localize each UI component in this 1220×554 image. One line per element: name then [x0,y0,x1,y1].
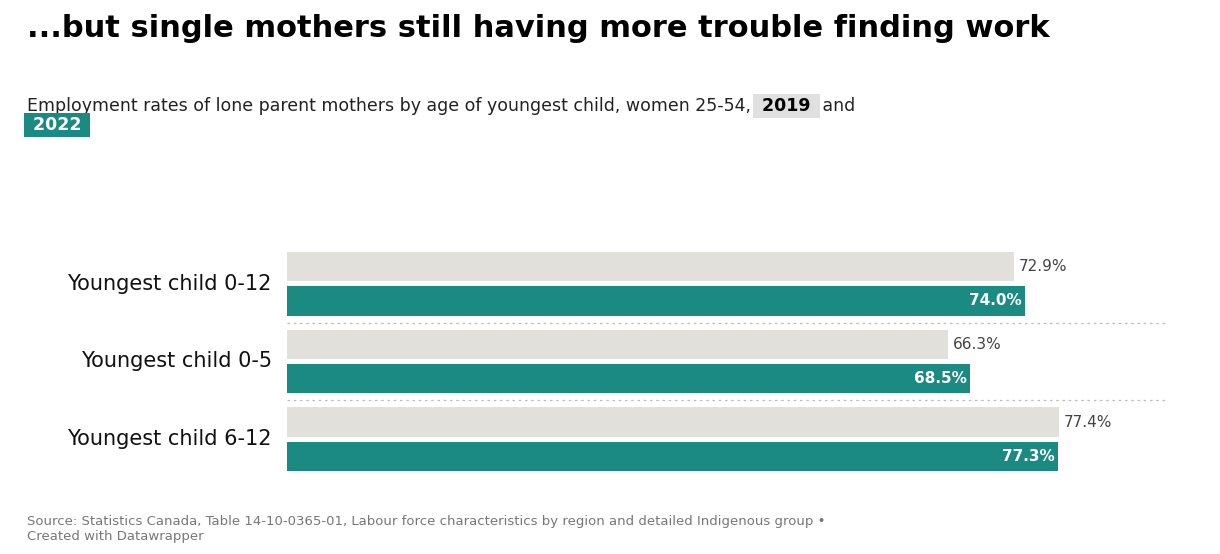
Text: 74.0%: 74.0% [969,294,1021,309]
Text: 66.3%: 66.3% [953,337,1002,352]
Text: ...but single mothers still having more trouble finding work: ...but single mothers still having more … [27,14,1049,43]
Bar [287,442,1058,471]
Bar [287,407,1059,437]
Text: Source: Statistics Canada, Table 14-10-0365-01, Labour force characteristics by : Source: Statistics Canada, Table 14-10-0… [27,515,826,543]
Text: and: and [817,97,855,115]
Bar [287,252,1014,281]
Bar [287,286,1025,316]
Bar [287,364,970,393]
Text: 77.4%: 77.4% [1064,414,1111,429]
Text: 77.3%: 77.3% [1002,449,1054,464]
Text: Youngest child 6-12: Youngest child 6-12 [67,429,272,449]
Text: 72.9%: 72.9% [1019,259,1066,274]
Text: 68.5%: 68.5% [914,371,966,386]
Bar [287,330,948,359]
Text: 2019: 2019 [756,97,817,115]
Text: Youngest child 0-12: Youngest child 0-12 [67,274,272,294]
Text: Employment rates of lone parent mothers by age of youngest child, women 25-54,: Employment rates of lone parent mothers … [27,97,756,115]
Text: 2022: 2022 [27,116,88,134]
Text: Youngest child 0-5: Youngest child 0-5 [81,351,272,372]
